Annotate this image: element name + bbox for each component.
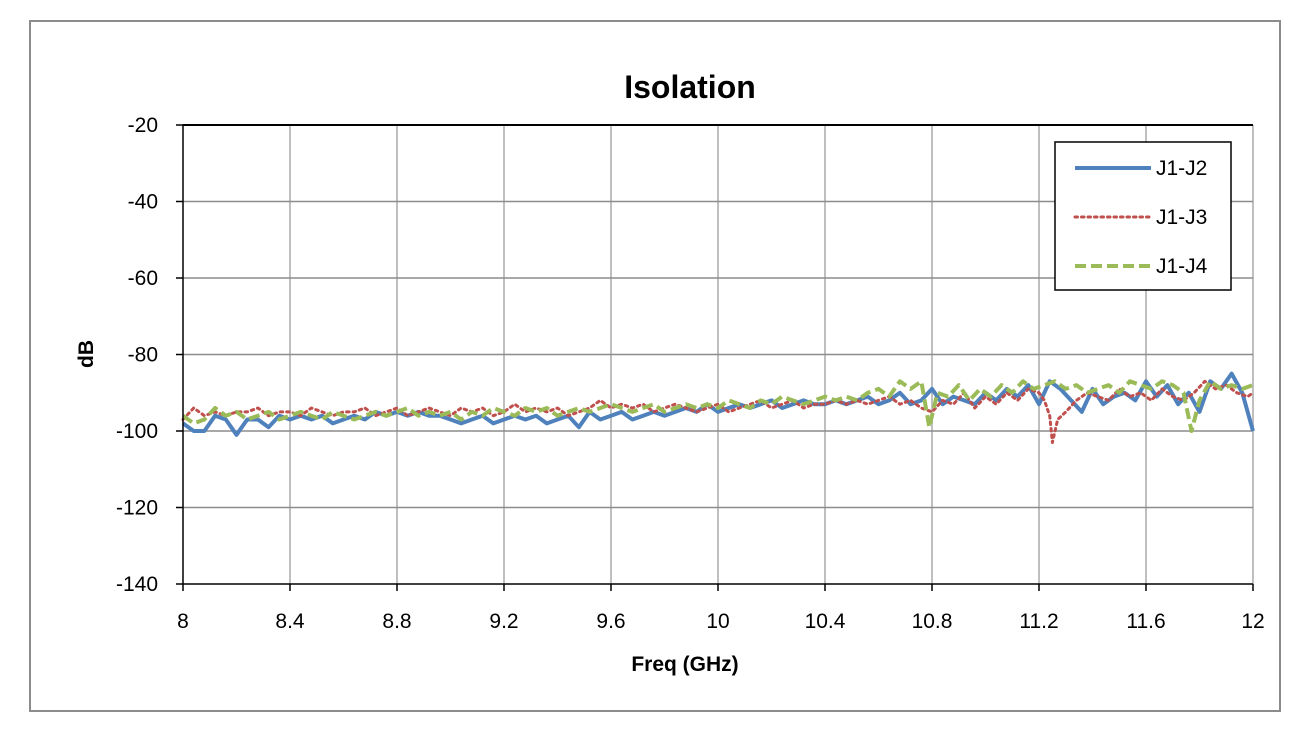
series-line-j1-j4 [181, 379, 1254, 433]
axes [176, 124, 1254, 591]
y-tick-label: -60 [128, 267, 158, 290]
y-tick-label: -80 [128, 344, 158, 367]
y-tick-label: -20 [128, 114, 158, 137]
x-tick-label: 9.2 [489, 610, 518, 633]
legend: J1-J2 J1-J3 J1-J4 [1054, 141, 1232, 291]
y-tick-label: -100 [116, 420, 158, 443]
tick-labels: 8 8.4 8.8 9.2 9.6 10 10.4 10.8 11.2 11.6 12 -140 -12… [116, 114, 1265, 633]
x-tick-label: 11.6 [1126, 610, 1165, 633]
legend-label-j1-j2: J1-J2 [1156, 157, 1207, 180]
legend-label-j1-j3: J1-J3 [1156, 206, 1207, 229]
series-line-j1-j3 [181, 379, 1255, 444]
x-tick-label: 10.4 [805, 610, 846, 633]
y-axis-title: dB [75, 340, 98, 368]
y-tick-label: -40 [128, 191, 158, 214]
x-tick-label: 9.6 [596, 610, 625, 633]
x-tick-label: 8.8 [382, 610, 411, 633]
chart-frame [29, 20, 1281, 712]
series-layer [181, 371, 1255, 444]
chart-title: Isolation [624, 69, 756, 105]
y-tick-label: -140 [116, 573, 158, 596]
x-tick-label: 12 [1241, 610, 1264, 633]
x-tick-label: 8 [177, 610, 189, 633]
legend-label-j1-j4: J1-J4 [1156, 255, 1208, 278]
y-tick-label: -120 [116, 497, 158, 520]
x-tick-label: 10 [706, 610, 729, 633]
x-tick-label: 11.2 [1019, 610, 1058, 633]
x-tick-label: 10.8 [912, 610, 953, 633]
x-tick-label: 8.4 [275, 610, 305, 633]
x-axis-title: Freq (GHz) [631, 653, 738, 676]
